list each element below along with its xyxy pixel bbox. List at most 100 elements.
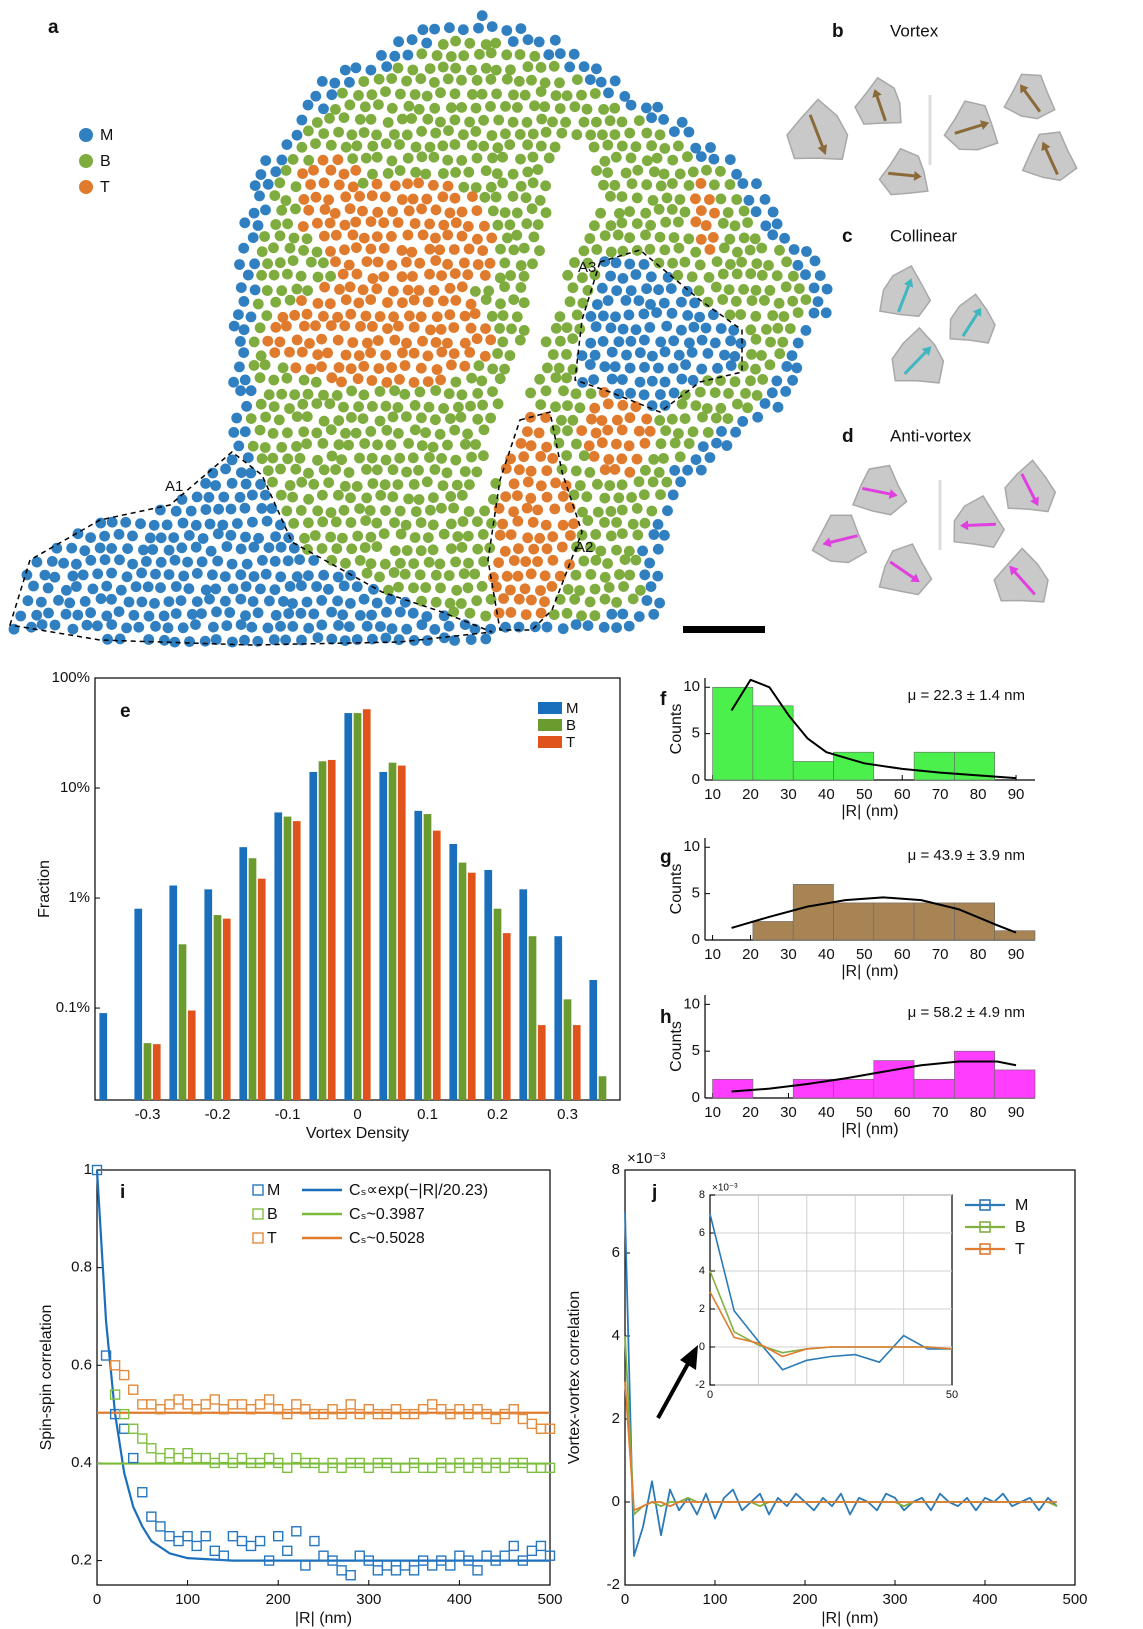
particle — [625, 387, 636, 399]
particle — [602, 398, 614, 410]
particle — [437, 191, 449, 203]
particle — [242, 452, 254, 463]
particle — [648, 529, 660, 540]
particle — [388, 567, 400, 578]
particle — [702, 427, 714, 438]
particle — [422, 296, 434, 308]
particle — [274, 257, 286, 269]
particle — [578, 450, 590, 462]
particle — [623, 545, 635, 557]
particle — [464, 347, 476, 358]
particle — [388, 311, 399, 323]
particle — [316, 76, 328, 87]
particle — [752, 411, 764, 423]
particle — [262, 178, 274, 190]
particle — [318, 128, 330, 140]
particle — [381, 377, 393, 388]
particle — [451, 479, 463, 491]
particle — [508, 555, 520, 566]
particle — [449, 88, 461, 100]
particle — [303, 493, 314, 505]
particle — [569, 593, 581, 605]
particle — [652, 519, 664, 530]
particle — [522, 139, 533, 151]
particle — [403, 493, 414, 505]
particle — [332, 334, 344, 346]
particle — [631, 218, 643, 230]
particle — [85, 532, 96, 543]
x-tick-label: 0.1 — [417, 1106, 438, 1123]
particle — [232, 518, 243, 529]
particle — [401, 411, 412, 422]
particle — [659, 346, 671, 358]
particle — [162, 622, 174, 634]
particle — [346, 412, 357, 423]
particle — [130, 581, 142, 593]
particle — [268, 269, 280, 281]
particle — [561, 450, 572, 461]
particle — [476, 10, 488, 22]
particle — [779, 232, 790, 244]
particle — [667, 489, 679, 501]
particle — [92, 568, 104, 580]
spin-arrow-head — [1020, 84, 1029, 94]
particle — [554, 48, 566, 59]
particle — [612, 414, 623, 426]
particle — [529, 100, 540, 112]
particle — [316, 543, 328, 554]
particle — [311, 246, 323, 258]
particle — [591, 244, 603, 255]
x-tick-label: 90 — [1008, 786, 1025, 803]
particle — [393, 581, 404, 593]
particle — [690, 216, 702, 228]
particle — [169, 636, 181, 648]
particle — [311, 581, 322, 592]
particle — [756, 269, 768, 281]
particle — [31, 609, 43, 621]
diagram-title: Vortex — [890, 21, 939, 40]
particle — [248, 207, 260, 219]
particle — [409, 218, 421, 229]
particle — [416, 595, 427, 607]
particle — [459, 310, 471, 322]
particle — [679, 256, 691, 268]
particle — [399, 568, 411, 580]
particle — [399, 596, 411, 608]
bar — [423, 814, 432, 1100]
data-point — [146, 1511, 157, 1522]
particle — [323, 194, 334, 206]
particle — [470, 286, 481, 297]
particle — [120, 516, 132, 528]
particle — [387, 411, 399, 423]
particle — [492, 219, 504, 231]
particle — [809, 255, 821, 267]
particle — [332, 571, 344, 583]
particle — [351, 481, 363, 492]
particle — [324, 112, 335, 124]
particle — [408, 582, 419, 594]
particle — [276, 441, 288, 453]
particle — [479, 505, 490, 517]
particle — [687, 426, 699, 438]
particle — [639, 517, 651, 529]
particle — [534, 373, 546, 385]
particle — [786, 350, 798, 361]
particle — [459, 360, 471, 372]
particle — [614, 569, 625, 580]
particle — [518, 325, 530, 336]
x-tick-label: -0.2 — [205, 1106, 231, 1123]
particle — [155, 556, 167, 568]
particle — [486, 518, 497, 529]
particle — [233, 440, 245, 452]
particle — [589, 610, 601, 622]
spin-arrow-head — [903, 278, 914, 288]
particle — [667, 178, 678, 189]
legend-label: T — [566, 734, 575, 751]
particle — [368, 583, 379, 595]
particle — [333, 415, 345, 426]
particle — [280, 634, 291, 646]
particle — [459, 466, 471, 477]
plot-frame — [709, 1194, 953, 1386]
y-tick-label: -2 — [607, 1576, 620, 1593]
bar — [379, 771, 388, 1100]
